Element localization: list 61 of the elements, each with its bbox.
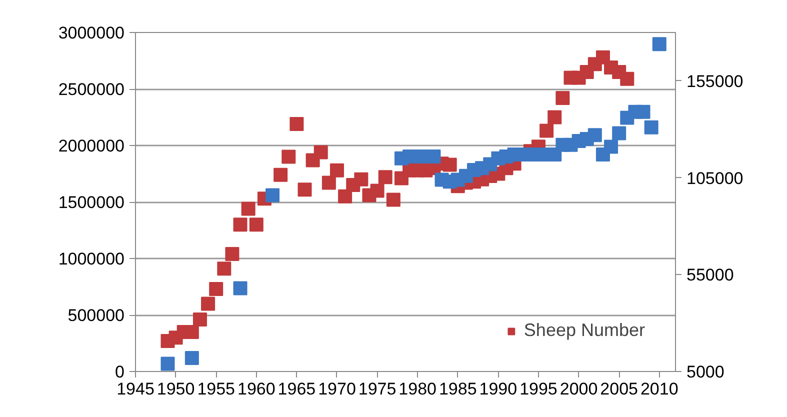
point: [612, 126, 626, 140]
x-tick-label: 1950: [156, 380, 195, 398]
point: [644, 120, 658, 134]
x-tick-label: 1965: [278, 380, 316, 398]
point: [322, 176, 336, 190]
point: [588, 128, 602, 142]
x-tick-label: 1980: [398, 380, 437, 398]
point: [636, 104, 650, 119]
point: [370, 184, 384, 198]
point: [249, 218, 264, 232]
y-tick-label: 0: [115, 362, 125, 382]
point: [192, 312, 207, 327]
point: [548, 110, 562, 124]
x-tick-label: 1960: [237, 380, 276, 398]
x-tick-label: 1970: [318, 380, 356, 398]
point: [556, 91, 570, 106]
point: [184, 350, 199, 365]
point: [338, 189, 352, 204]
x-tick-label: 1975: [358, 380, 396, 398]
y-tick-label: 3000000: [58, 24, 125, 42]
point: [540, 124, 554, 138]
x-tick-label: 2000: [560, 380, 598, 398]
point: [217, 262, 232, 276]
x-tick-label: 1945: [116, 380, 154, 398]
x-tick-label: 1985: [438, 380, 477, 398]
x-tick-label: 1995: [520, 380, 558, 398]
y-tick-label: 1500000: [58, 193, 125, 212]
point: [233, 218, 248, 232]
point: [330, 163, 344, 178]
legend-label: Sheep Number: [524, 320, 645, 341]
point: [386, 192, 400, 207]
point: [201, 296, 216, 311]
y-tick-label: 2000000: [58, 136, 125, 156]
point: [274, 168, 288, 182]
y-tick-label: 1000000: [58, 250, 125, 268]
point: [620, 72, 634, 86]
y2-tick-label: 155000: [686, 72, 744, 91]
y-tick-label: 2500000: [58, 80, 125, 99]
x-tick-label: 1990: [479, 380, 518, 398]
point: [298, 182, 312, 197]
point: [209, 282, 224, 296]
y2-tick-label: 5000: [686, 362, 724, 382]
y2-tick-label: 55000: [686, 266, 734, 285]
point: [160, 356, 175, 371]
point: [652, 37, 666, 52]
point: [290, 117, 304, 132]
point: [233, 281, 248, 296]
point: [225, 246, 240, 261]
point: [378, 170, 392, 184]
y2-tick-label: 105000: [686, 168, 744, 188]
x-tick-label: 1955: [197, 380, 236, 398]
point: [314, 145, 328, 160]
point: [266, 188, 280, 202]
x-tick-label: 2005: [600, 380, 638, 398]
point: [282, 150, 296, 164]
x-tick-label: 2010: [640, 380, 678, 398]
point: [604, 140, 618, 154]
point: [241, 202, 256, 216]
point: [442, 158, 457, 172]
y-tick-label: 500000: [68, 306, 125, 325]
point: [354, 172, 368, 186]
